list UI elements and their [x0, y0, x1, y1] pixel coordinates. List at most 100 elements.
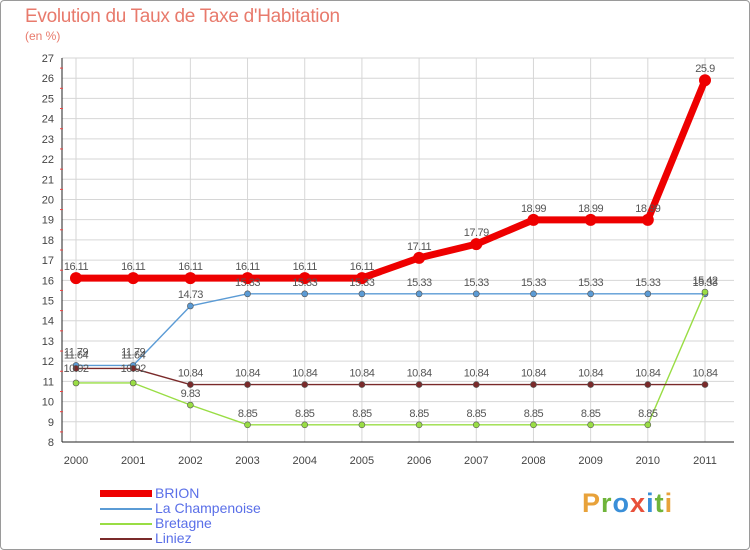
- data-point: [244, 421, 251, 429]
- data-label: 17.11: [407, 241, 432, 253]
- data-point: [244, 290, 251, 298]
- proxiti-logo: Proxiti: [582, 488, 673, 519]
- data-point: [587, 290, 594, 298]
- data-label: 11.79: [64, 346, 89, 358]
- data-label: 8.85: [352, 408, 372, 420]
- logo-letter: i: [646, 488, 655, 518]
- data-point: [358, 421, 366, 429]
- logo-letter: t: [654, 488, 665, 518]
- data-label: 10.84: [692, 368, 717, 380]
- data-point: [358, 381, 366, 388]
- data-label: 15.33: [292, 277, 317, 289]
- data-label: 15.33: [578, 277, 603, 289]
- y-tick-label: 20: [42, 194, 54, 206]
- data-label: 10.84: [464, 368, 489, 380]
- x-tick-label: 2000: [64, 455, 88, 467]
- data-label: 10.84: [407, 368, 432, 380]
- data-label: 8.85: [581, 408, 601, 420]
- data-label: 10.84: [349, 368, 374, 380]
- y-tick-label: 19: [42, 215, 54, 227]
- data-label: 16.11: [293, 261, 318, 273]
- data-label: 15.42: [692, 275, 717, 287]
- y-tick-label: 22: [42, 154, 54, 166]
- data-label: 10.92: [63, 363, 88, 375]
- data-point: [298, 272, 311, 285]
- data-point: [413, 251, 426, 264]
- data-point: [301, 381, 309, 388]
- data-label: 11.64: [121, 349, 146, 361]
- data-label: 15.33: [635, 277, 660, 289]
- data-label: 18.99: [635, 203, 660, 215]
- data-label: 10.92: [121, 363, 146, 375]
- data-point: [72, 365, 80, 372]
- x-tick-label: 2001: [121, 455, 145, 467]
- data-label: 18.99: [578, 203, 603, 215]
- data-point: [644, 421, 652, 429]
- data-point: [301, 421, 309, 429]
- data-label: 8.85: [524, 408, 544, 420]
- data-point: [301, 290, 309, 298]
- y-tick-label: 24: [42, 114, 54, 126]
- x-tick-label: 2010: [636, 455, 660, 467]
- data-label: 10.84: [521, 368, 546, 380]
- y-tick-label: 12: [42, 356, 54, 368]
- data-point: [129, 379, 137, 387]
- data-point: [470, 238, 483, 251]
- legend-swatch: [100, 508, 152, 510]
- x-tick-label: 2005: [350, 455, 374, 467]
- data-label: 8.85: [638, 408, 658, 420]
- series-line-liniez: [76, 367, 705, 386]
- data-label: 10.84: [635, 368, 660, 380]
- data-point: [187, 381, 194, 388]
- y-tick-label: 9: [48, 417, 54, 429]
- x-tick-label: 2007: [464, 455, 488, 467]
- data-point: [701, 288, 709, 296]
- data-label: 10.84: [578, 368, 603, 380]
- y-tick-label: 23: [42, 134, 54, 146]
- data-point: [530, 290, 537, 298]
- logo-letter: o: [612, 488, 631, 518]
- data-label: 16.11: [121, 261, 146, 273]
- data-label: 14.73: [178, 289, 203, 301]
- data-point: [527, 213, 540, 226]
- data-point: [70, 272, 82, 285]
- data-point: [244, 381, 251, 388]
- y-tick-label: 21: [42, 174, 54, 186]
- chart-title: Evolution du Taux de Taxe d'Habitation: [25, 6, 340, 27]
- data-label: 16.11: [350, 261, 375, 273]
- data-label: 10.84: [292, 368, 317, 380]
- data-point: [587, 381, 594, 388]
- y-tick-label: 18: [42, 235, 54, 247]
- data-point: [699, 74, 711, 87]
- legend-label: La Champenoise: [155, 500, 261, 516]
- data-point: [72, 379, 80, 387]
- y-tick-label: 10: [42, 397, 54, 409]
- x-tick-label: 2008: [521, 455, 545, 467]
- y-tick-label: 27: [42, 53, 54, 65]
- legend-swatch: [100, 523, 152, 525]
- data-label: 15.33: [235, 277, 260, 289]
- data-label: 17.79: [464, 227, 489, 239]
- data-label: 8.85: [295, 408, 315, 420]
- data-label: 15.33: [464, 277, 489, 289]
- data-label: 8.85: [467, 408, 487, 420]
- y-tick-label: 14: [42, 316, 54, 328]
- x-tick-label: 2002: [178, 455, 202, 467]
- data-point: [187, 401, 194, 409]
- y-tick-label: 16: [42, 275, 54, 287]
- data-label: 18.99: [521, 203, 546, 215]
- data-point: [358, 290, 366, 298]
- data-label: 10.84: [235, 368, 260, 380]
- data-point: [472, 290, 480, 298]
- data-label: 8.85: [238, 408, 258, 420]
- data-point: [472, 381, 480, 388]
- data-label: 10.84: [178, 368, 203, 380]
- data-point: [530, 381, 537, 388]
- legend-label: Bretagne: [155, 515, 212, 531]
- data-label: 16.11: [178, 261, 203, 273]
- data-point: [587, 421, 594, 429]
- data-label: 16.11: [64, 261, 89, 273]
- data-label: 15.33: [407, 277, 432, 289]
- data-point: [701, 381, 709, 388]
